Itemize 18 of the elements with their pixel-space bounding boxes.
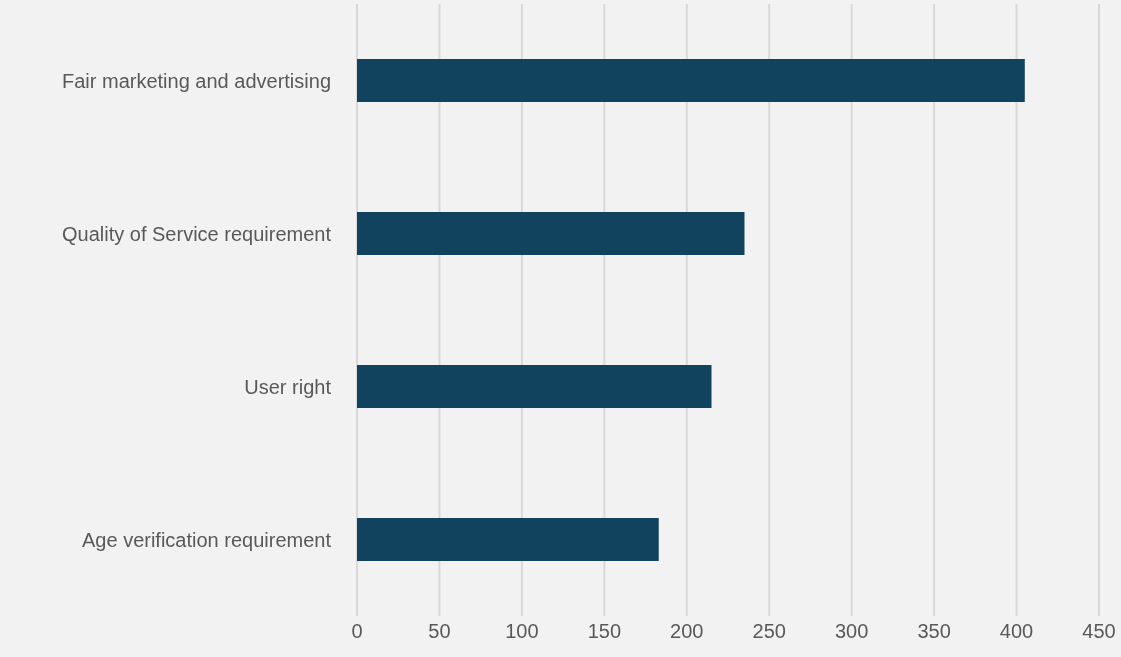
x-tick-label: 400	[999, 620, 1034, 643]
x-tick-label: 300	[834, 620, 869, 643]
x-tick-label: 0	[351, 620, 363, 643]
bar	[357, 212, 745, 255]
bar	[357, 365, 712, 408]
x-tick-label: 100	[505, 620, 539, 643]
bar	[357, 59, 1025, 102]
x-tick-label: 250	[752, 620, 786, 643]
y-tick-label: Age verification requirement	[81, 528, 332, 551]
y-tick-label: Fair marketing and advertising	[61, 69, 331, 92]
x-tick-label: 50	[428, 620, 451, 643]
bar	[357, 518, 659, 561]
x-tick-label: 200	[670, 620, 704, 643]
x-tick-label: 350	[917, 620, 951, 643]
y-tick-label: Quality of Service requirement	[61, 222, 332, 245]
y-tick-label: User right	[244, 375, 332, 398]
x-tick-label: 450	[1082, 620, 1116, 643]
x-tick-label: 150	[587, 620, 622, 643]
